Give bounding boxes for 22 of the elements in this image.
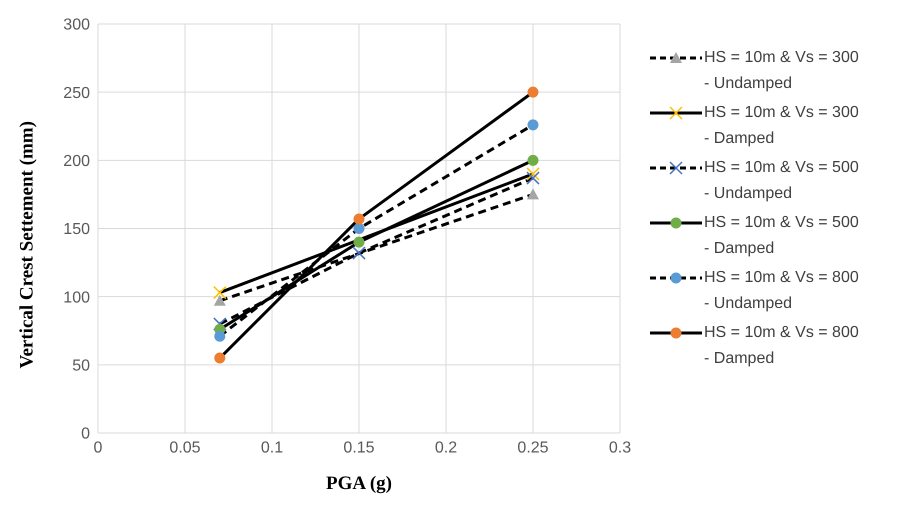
x-tick-label: 0.3 (608, 439, 632, 456)
x-tick-label: 0.05 (169, 439, 201, 456)
legend-label: HS = 10m & Vs = 300 - Damped (704, 103, 860, 149)
legend-label: HS = 10m & Vs = 300 - Undamped (704, 48, 860, 94)
x-tick-label: 0.25 (517, 439, 549, 456)
y-tick-label: 250 (63, 84, 90, 102)
y-tick-label: 0 (81, 426, 90, 443)
x-axis-title: PGA (g) (326, 473, 392, 494)
y-tick-label: 50 (72, 358, 90, 375)
x-tick-label: 0 (94, 439, 103, 456)
legend-label: HS = 10m & Vs = 500 - Damped (704, 213, 860, 259)
x-tick-label: 0.1 (260, 439, 284, 456)
y-tick-label: 300 (63, 16, 90, 34)
y-tick-label: 150 (63, 221, 90, 238)
y-tick-label: 200 (63, 153, 90, 170)
x-tick-label: 0.2 (434, 439, 458, 456)
x-tick-label: 0.15 (343, 439, 375, 456)
legend-label: HS = 10m & Vs = 800 - Undamped (704, 268, 860, 314)
legend-label: HS = 10m & Vs = 800 - Damped (704, 323, 860, 369)
y-axis-title: Vertical Crest Settement (mm) (16, 121, 38, 368)
y-tick-label: 100 (63, 289, 90, 306)
legend-label: HS = 10m & Vs = 500 - Undamped (704, 158, 860, 204)
